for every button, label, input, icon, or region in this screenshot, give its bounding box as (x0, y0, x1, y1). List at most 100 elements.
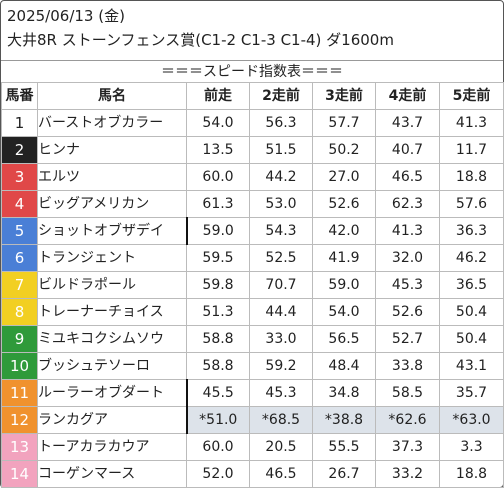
score-cell: 45.3 (249, 379, 313, 407)
table-row: 4 ビッグアメリカン 61.3 53.0 52.6 62.3 57.6 (1, 190, 504, 218)
table-row: 12 ランカグア *51.0 *68.5 *38.8 *62.6 *63.0 (1, 406, 504, 434)
table-row: 5 ショットオブザデイ 59.0 54.3 42.0 41.3 36.3 (1, 217, 504, 245)
score-cell: 52.0 (186, 460, 250, 488)
score-cell: 53.0 (249, 190, 313, 218)
score-cell: 37.3 (375, 433, 440, 461)
horse-number: 3 (1, 163, 38, 191)
header-5-races-ago: 5走前 (439, 82, 504, 110)
score-cell: 43.1 (439, 352, 504, 380)
score-cell: 55.5 (312, 433, 376, 461)
score-cell: 11.7 (439, 136, 504, 164)
horse-name: ルーラーオブダート (37, 379, 188, 407)
score-cell: 42.0 (312, 217, 376, 245)
score-cell: 20.5 (249, 433, 313, 461)
horse-name: ビッグアメリカン (37, 190, 187, 218)
table-row: 2 ヒンナ 13.5 51.5 50.2 40.7 11.7 (1, 136, 504, 164)
score-cell: 54.0 (312, 298, 376, 326)
horse-name: トレーナーチョイス (37, 298, 187, 326)
score-cell: 70.7 (249, 271, 313, 299)
horse-name: ビルドラポール (37, 271, 187, 299)
race-title: 大井8R ストーンフェンス賞(C1-2 C1-3 C1-4) ダ1600m (7, 31, 394, 49)
table-row: 9 ミユキコクシムソウ 58.8 33.0 56.5 52.7 50.4 (1, 325, 504, 353)
score-cell: 57.6 (439, 190, 504, 218)
score-cell: 59.5 (186, 244, 250, 272)
score-cell: 51.3 (186, 298, 250, 326)
table-banner: ＝＝＝スピード指数表＝＝＝ (1, 60, 503, 83)
score-cell: *62.6 (375, 406, 440, 434)
horse-number: 14 (1, 460, 38, 488)
score-cell: 59.8 (186, 271, 250, 299)
score-cell: 18.8 (439, 163, 504, 191)
score-cell: 41.9 (312, 244, 376, 272)
horse-name: ランカグア (37, 406, 188, 434)
horse-number: 6 (1, 244, 38, 272)
score-cell: 54.0 (186, 109, 250, 137)
score-cell: 33.2 (375, 460, 440, 488)
score-cell: 61.3 (186, 190, 250, 218)
score-cell: 26.7 (312, 460, 376, 488)
score-cell: 59.2 (249, 352, 313, 380)
score-cell: 52.7 (375, 325, 440, 353)
score-cell: *68.5 (249, 406, 313, 434)
horse-number: 11 (1, 379, 38, 407)
score-cell: 33.0 (249, 325, 313, 353)
horse-number: 4 (1, 190, 38, 218)
score-cell: 13.5 (186, 136, 250, 164)
score-cell: 60.0 (186, 433, 250, 461)
score-cell: *38.8 (312, 406, 376, 434)
score-cell: 32.0 (375, 244, 440, 272)
score-cell: 33.8 (375, 352, 440, 380)
score-cell: 52.5 (249, 244, 313, 272)
score-cell: 45.3 (375, 271, 440, 299)
horse-name: コーゲンマース (37, 460, 187, 488)
score-cell: 62.3 (375, 190, 440, 218)
header-3-races-ago: 3走前 (312, 82, 376, 110)
score-cell: 44.4 (249, 298, 313, 326)
score-cell: 36.3 (439, 217, 504, 245)
score-cell: 18.8 (439, 460, 504, 488)
score-cell: 58.8 (186, 352, 250, 380)
horse-number: 7 (1, 271, 38, 299)
score-cell: 59.0 (312, 271, 376, 299)
horse-number: 13 (1, 433, 38, 461)
race-date: 2025/06/13 (金) (7, 7, 125, 25)
table-row: 1 バーストオブカラー 54.0 56.3 57.7 43.7 41.3 (1, 109, 504, 137)
score-cell: 56.5 (312, 325, 376, 353)
score-cell: 57.7 (312, 109, 376, 137)
horse-number: 12 (1, 406, 38, 434)
table-row: 6 トランジェント 59.5 52.5 41.9 32.0 46.2 (1, 244, 504, 272)
score-cell: 52.6 (375, 298, 440, 326)
score-cell: 43.7 (375, 109, 440, 137)
score-cell: 34.8 (312, 379, 376, 407)
horse-name: ショットオブザデイ (37, 217, 188, 245)
table-row: 13 トーアカラカウア 60.0 20.5 55.5 37.3 3.3 (1, 433, 504, 461)
speed-index-table: 馬番 馬名 前走 2走前 3走前 4走前 5走前 1 バーストオブカラー 54.… (1, 82, 504, 488)
score-cell: 41.3 (375, 217, 440, 245)
horse-number: 2 (1, 136, 38, 164)
table-header-row: 馬番 馬名 前走 2走前 3走前 4走前 5走前 (1, 82, 504, 110)
table-row: 7 ビルドラポール 59.8 70.7 59.0 45.3 36.5 (1, 271, 504, 299)
horse-number: 8 (1, 298, 38, 326)
horse-name: ブッシュテソーロ (37, 352, 187, 380)
score-cell: 50.4 (439, 325, 504, 353)
horse-name: ヒンナ (37, 136, 187, 164)
table-row: 3 エルツ 60.0 44.2 27.0 46.5 18.8 (1, 163, 504, 191)
horse-number: 1 (1, 109, 38, 137)
score-cell: 44.2 (249, 163, 313, 191)
score-cell: 45.5 (186, 379, 250, 407)
score-cell: 36.5 (439, 271, 504, 299)
score-cell: 46.5 (249, 460, 313, 488)
horse-name: トランジェント (37, 244, 187, 272)
horse-name: トーアカラカウア (37, 433, 187, 461)
score-cell: 50.4 (439, 298, 504, 326)
score-cell: 59.0 (186, 217, 250, 245)
horse-number: 10 (1, 352, 38, 380)
horse-name: ミユキコクシムソウ (37, 325, 187, 353)
score-cell: 48.4 (312, 352, 376, 380)
score-cell: 46.2 (439, 244, 504, 272)
header-last-race: 前走 (186, 82, 250, 110)
score-cell: 58.8 (186, 325, 250, 353)
horse-name: エルツ (37, 163, 187, 191)
header-number: 馬番 (1, 82, 38, 110)
